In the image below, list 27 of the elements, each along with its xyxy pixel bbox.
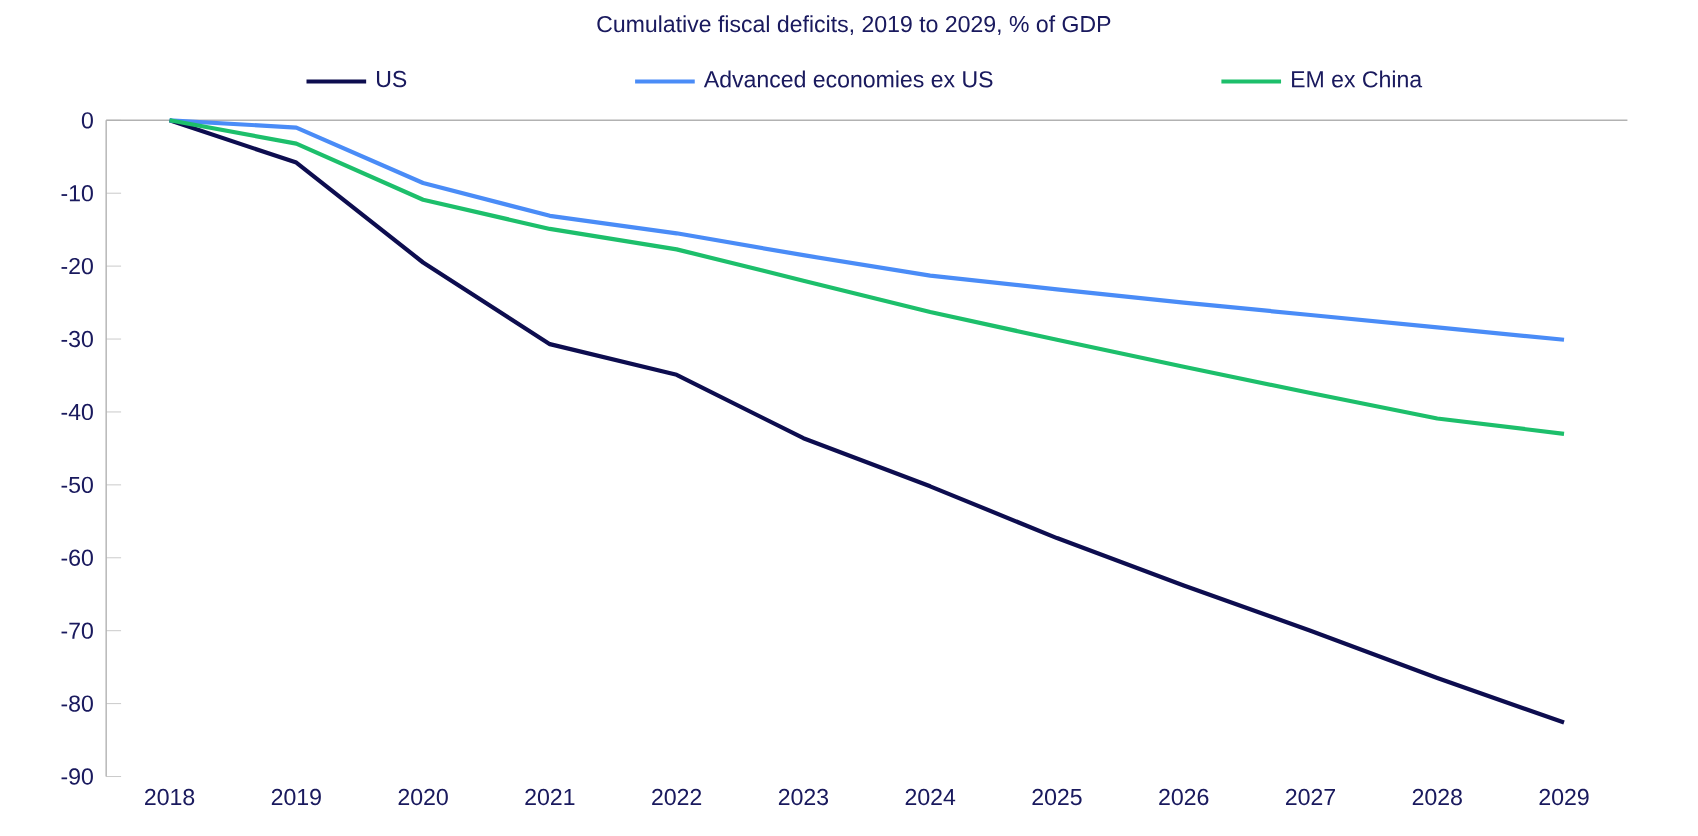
y-tick-label: 0 [81,112,93,129]
y-tick-label: -60 [61,549,93,566]
legend-label: EM ex China [1292,70,1423,88]
x-tick-label: 2020 [398,788,448,806]
legend-label: US [376,70,407,88]
y-tick-label: -50 [61,476,93,493]
y-tick-label: -80 [61,695,93,712]
y-tick-label: -90 [61,768,93,785]
x-tick-label: 2027 [1285,788,1335,806]
y-tick-label: -20 [61,257,93,275]
y-tick-label: -40 [61,403,93,421]
x-tick-label: 2028 [1412,788,1462,806]
x-tick-label: 2024 [905,788,956,806]
x-tick-label: 2029 [1539,788,1589,806]
x-tick-label: 2022 [652,788,702,806]
x-tick-label: 2023 [778,788,829,806]
x-tick-label: 2021 [525,788,575,806]
chart-title: Cumulative fiscal deficits, 2019 to 2029, % of GDP [597,15,1111,35]
x-tick-label: 2025 [1032,788,1082,806]
y-tick-label: -30 [61,330,93,348]
x-tick-label: 2018 [145,788,195,806]
y-tick-label: -10 [61,184,93,202]
line-series [167,118,1567,436]
x-tick-label: 2026 [1159,788,1209,806]
legend-label: Advanced economies ex US [703,70,993,88]
x-tick-label: 2019 [271,788,321,806]
y-tick-label: -70 [61,622,93,639]
